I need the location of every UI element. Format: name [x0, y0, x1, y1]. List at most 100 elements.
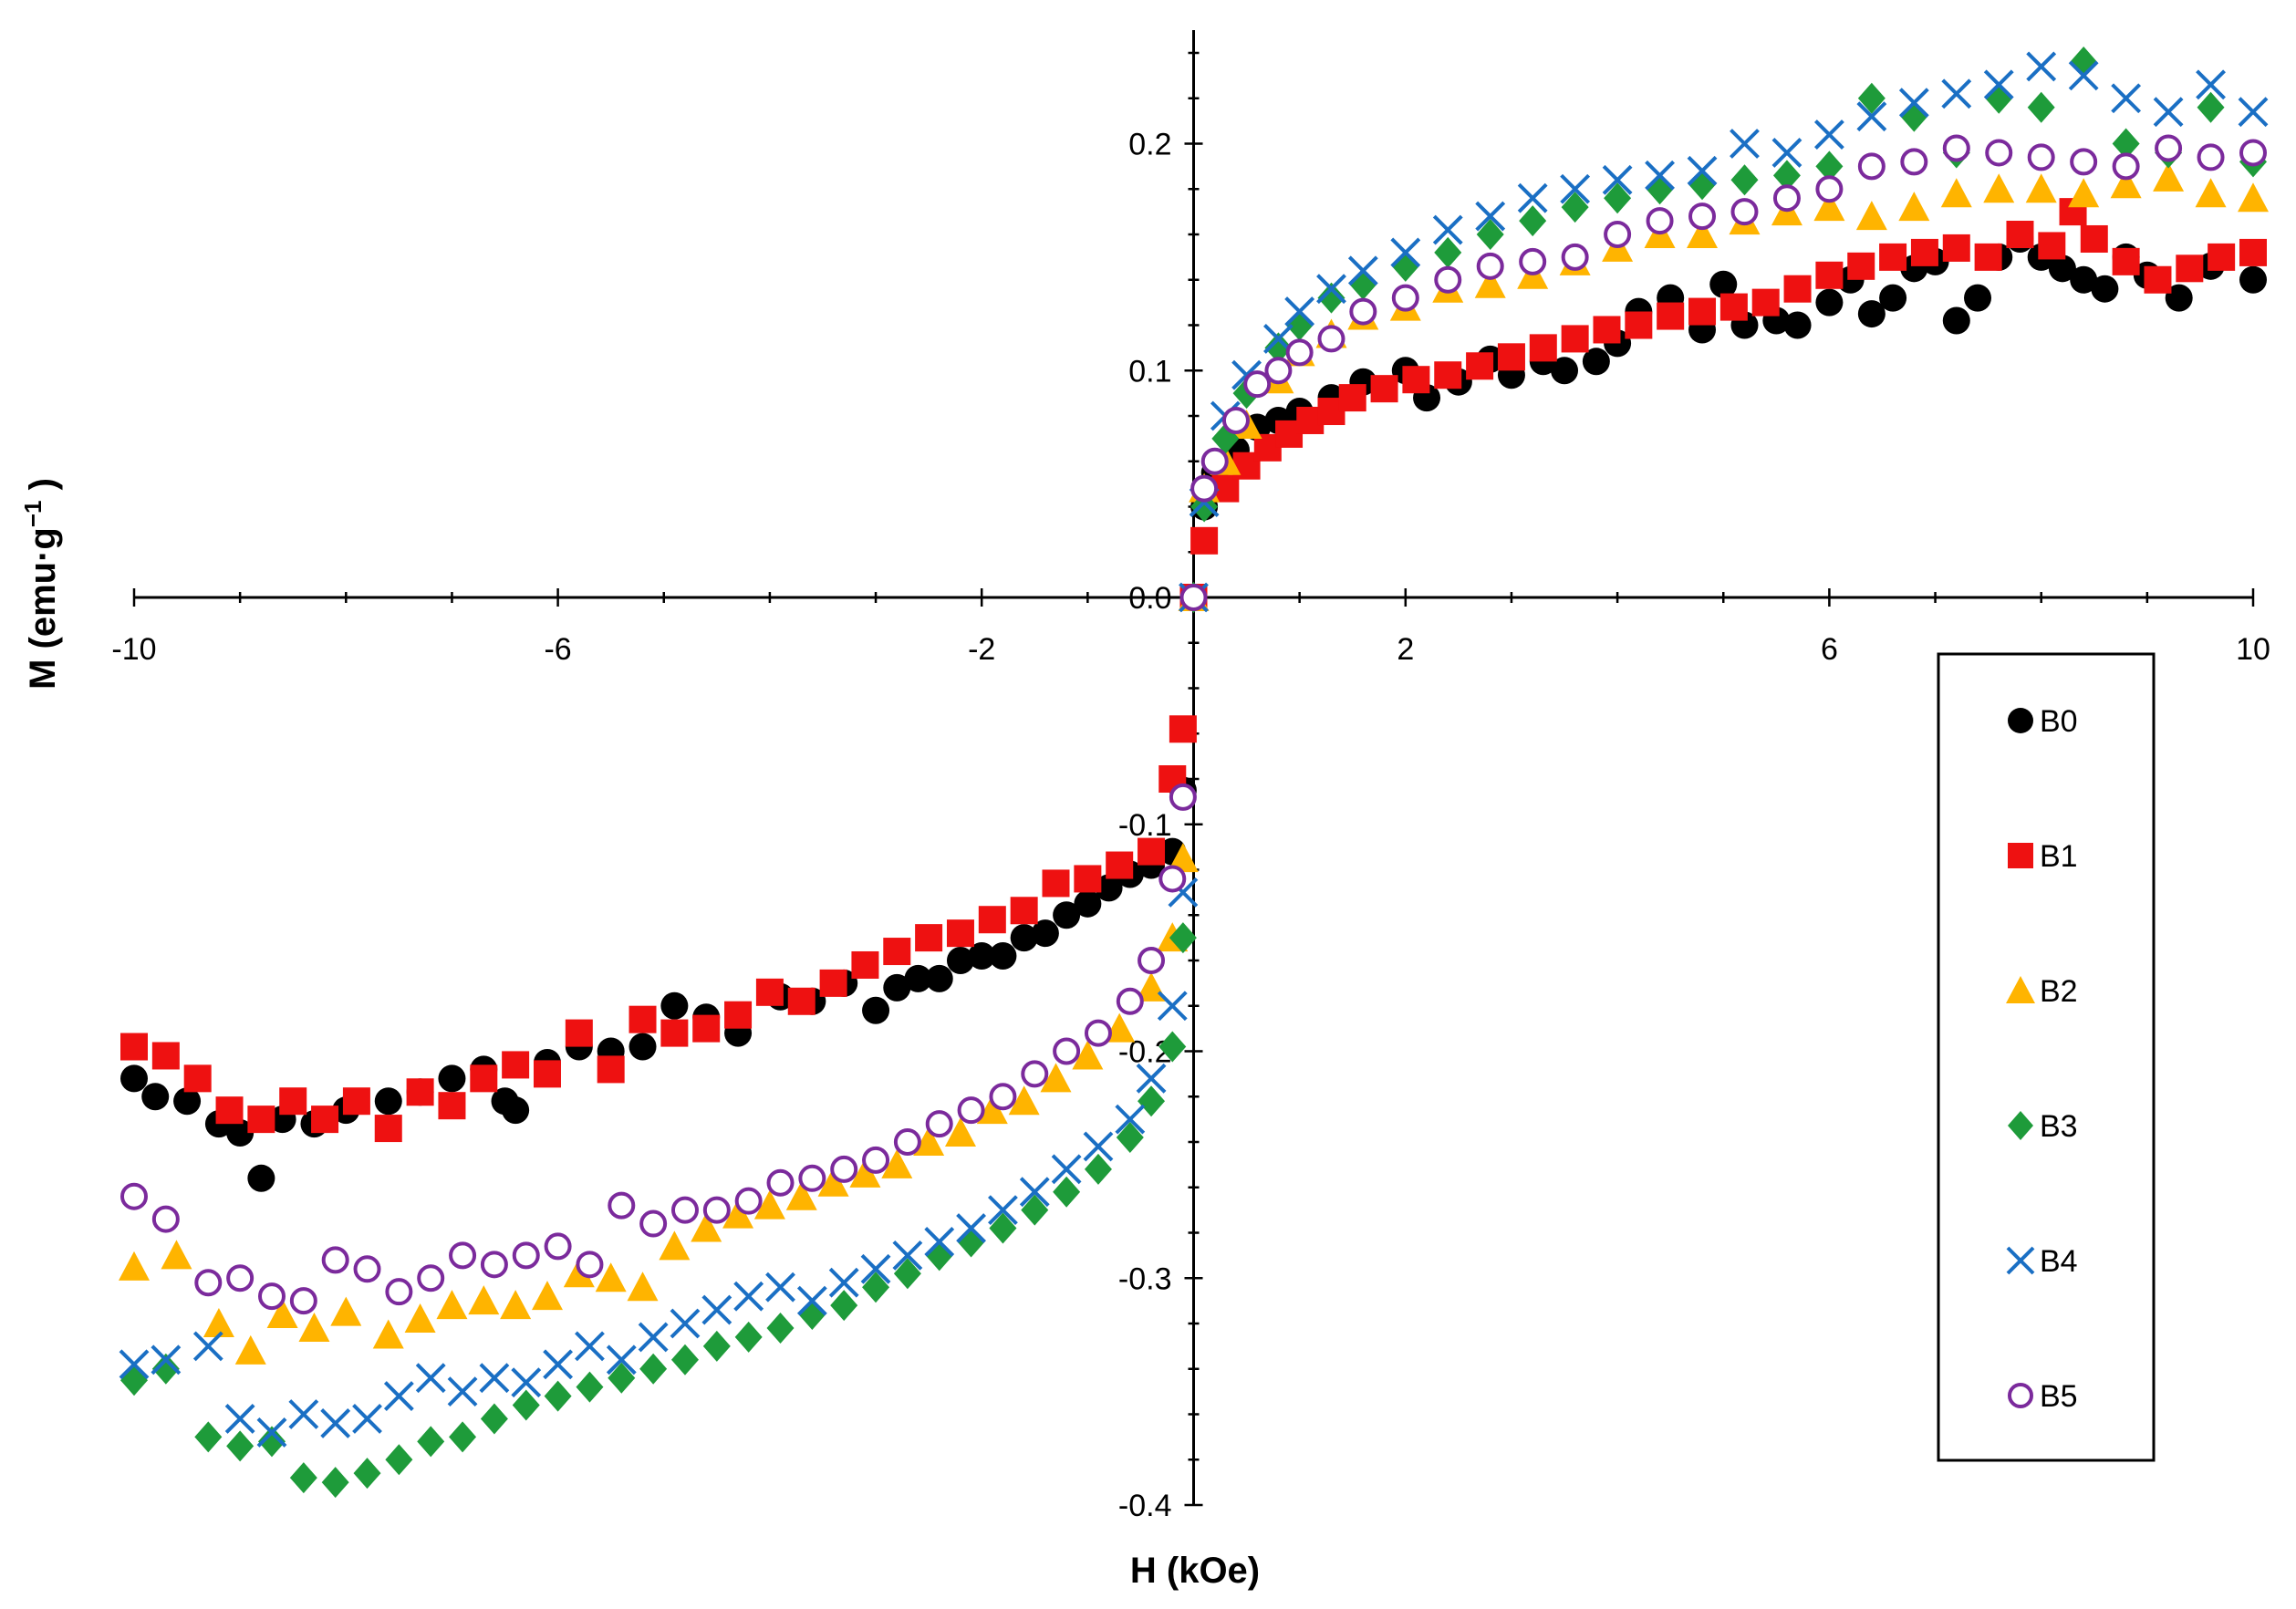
data-point-b5 [576, 1251, 604, 1279]
legend-item-b1: B1 [2008, 839, 2078, 874]
data-point-b4 [1347, 255, 1378, 286]
data-point-b2 [2025, 173, 2057, 203]
data-point-b3 [925, 1240, 953, 1272]
data-point-b4 [1475, 201, 1506, 232]
data-point-b3 [1815, 151, 1844, 182]
data-point-b2 [2195, 178, 2227, 208]
data-point-b3 [1857, 82, 1886, 114]
data-point-b4 [860, 1253, 891, 1284]
data-point-b3 [1264, 332, 1293, 364]
data-point-b4 [415, 1363, 446, 1394]
data-point-b0 [1815, 288, 1844, 317]
data-point-b5 [608, 1191, 636, 1220]
data-point-b4 [479, 1363, 510, 1394]
data-point-b4 [1813, 119, 1844, 150]
data-point-b1 [311, 1106, 339, 1134]
data-point-b5 [1772, 184, 1801, 213]
data-point-b3 [1900, 100, 1928, 132]
data-point-b1 [342, 1087, 370, 1116]
data-point-b1 [2038, 232, 2066, 260]
data-point-b1 [470, 1064, 498, 1093]
data-point-b2 [500, 1290, 532, 1320]
data-point-b2 [161, 1240, 192, 1270]
data-point-b5 [893, 1128, 921, 1156]
data-point-b3 [1053, 1176, 1081, 1208]
data-point-b5 [2239, 139, 2267, 167]
data-point-b0 [2048, 254, 2076, 283]
data-point-b0 [1709, 270, 1738, 298]
data-point-b2 [330, 1296, 362, 1326]
data-point-b1 [787, 987, 816, 1015]
data-point-b2 [595, 1262, 627, 1292]
data-point-b0 [925, 964, 953, 992]
legend-label-b1: B1 [2040, 839, 2078, 874]
data-point-b4 [1687, 155, 1718, 186]
data-point-b3 [512, 1389, 540, 1421]
data-point-b4 [2238, 97, 2269, 128]
data-point-b5 [1021, 1060, 1049, 1088]
data-point-b5 [1317, 325, 1345, 353]
data-point-b4 [1517, 182, 1548, 213]
data-point-b5 [2112, 152, 2140, 181]
y-tick-label: -0.4 [1118, 1489, 1172, 1523]
data-point-b5 [1243, 370, 1272, 399]
data-point-b5 [925, 1110, 953, 1138]
data-point-b0 [1879, 284, 1907, 312]
data-point-b2 [817, 1167, 849, 1197]
data-point-b4 [2111, 83, 2142, 114]
data-point-b0 [989, 942, 1017, 971]
data-point-b3 [798, 1299, 826, 1331]
data-point-b4 [988, 1195, 1018, 1226]
data-point-b5 [1730, 198, 1759, 226]
data-point-b1 [755, 978, 784, 1006]
data-point-b5 [734, 1187, 763, 1215]
legend-marker-b5 [2008, 1383, 2033, 1408]
data-point-b2 [913, 1126, 945, 1156]
data-point-b2 [1167, 843, 1199, 873]
data-point-b1 [247, 1106, 275, 1134]
legend-item-b4: B4 [2006, 1244, 2078, 1279]
data-point-b1 [597, 1055, 625, 1084]
data-point-b1 [151, 1042, 180, 1070]
data-point-b4 [2153, 97, 2184, 128]
data-point-b5 [544, 1232, 572, 1261]
data-point-b1 [1466, 352, 1494, 380]
data-point-b1 [1942, 234, 1970, 262]
series-b4 [119, 51, 2269, 1448]
data-point-b4 [1019, 1177, 1050, 1208]
data-point-b3 [385, 1444, 413, 1476]
data-point-b2 [436, 1290, 468, 1320]
data-point-b1 [1847, 252, 1875, 280]
data-point-b2 [372, 1319, 404, 1349]
data-point-b3 [417, 1426, 445, 1458]
data-point-b0 [1551, 357, 1579, 385]
data-point-b5 [2197, 143, 2225, 171]
data-point-b5 [2070, 148, 2098, 176]
data-point-b2 [785, 1180, 817, 1210]
data-point-b3 [830, 1290, 858, 1322]
data-point-b0 [226, 1119, 255, 1147]
data-point-b3 [608, 1362, 636, 1394]
data-point-b0 [883, 973, 911, 1002]
data-point-b4 [1898, 88, 1929, 119]
data-point-b0 [173, 1087, 202, 1116]
data-point-b1 [1138, 837, 1166, 866]
data-point-b0 [629, 1033, 657, 1061]
data-point-b1 [1010, 897, 1038, 925]
data-point-b1 [1625, 311, 1653, 339]
data-point-b3 [321, 1467, 349, 1499]
data-point-b3 [1730, 164, 1759, 196]
data-point-b5 [1434, 265, 1462, 294]
data-point-b5 [194, 1269, 223, 1297]
data-point-b1 [1169, 715, 1197, 743]
data-point-b0 [374, 1087, 402, 1116]
data-point-b3 [226, 1430, 255, 1462]
data-point-b5 [1561, 243, 1589, 271]
data-point-b4 [1645, 160, 1675, 191]
data-point-b4 [765, 1272, 795, 1303]
data-point-b1 [1074, 865, 1102, 893]
data-point-b2 [1687, 219, 1719, 248]
legend-marker-b0 [2008, 708, 2033, 733]
data-point-b0 [502, 1096, 530, 1125]
data-point-b1 [1042, 869, 1070, 898]
